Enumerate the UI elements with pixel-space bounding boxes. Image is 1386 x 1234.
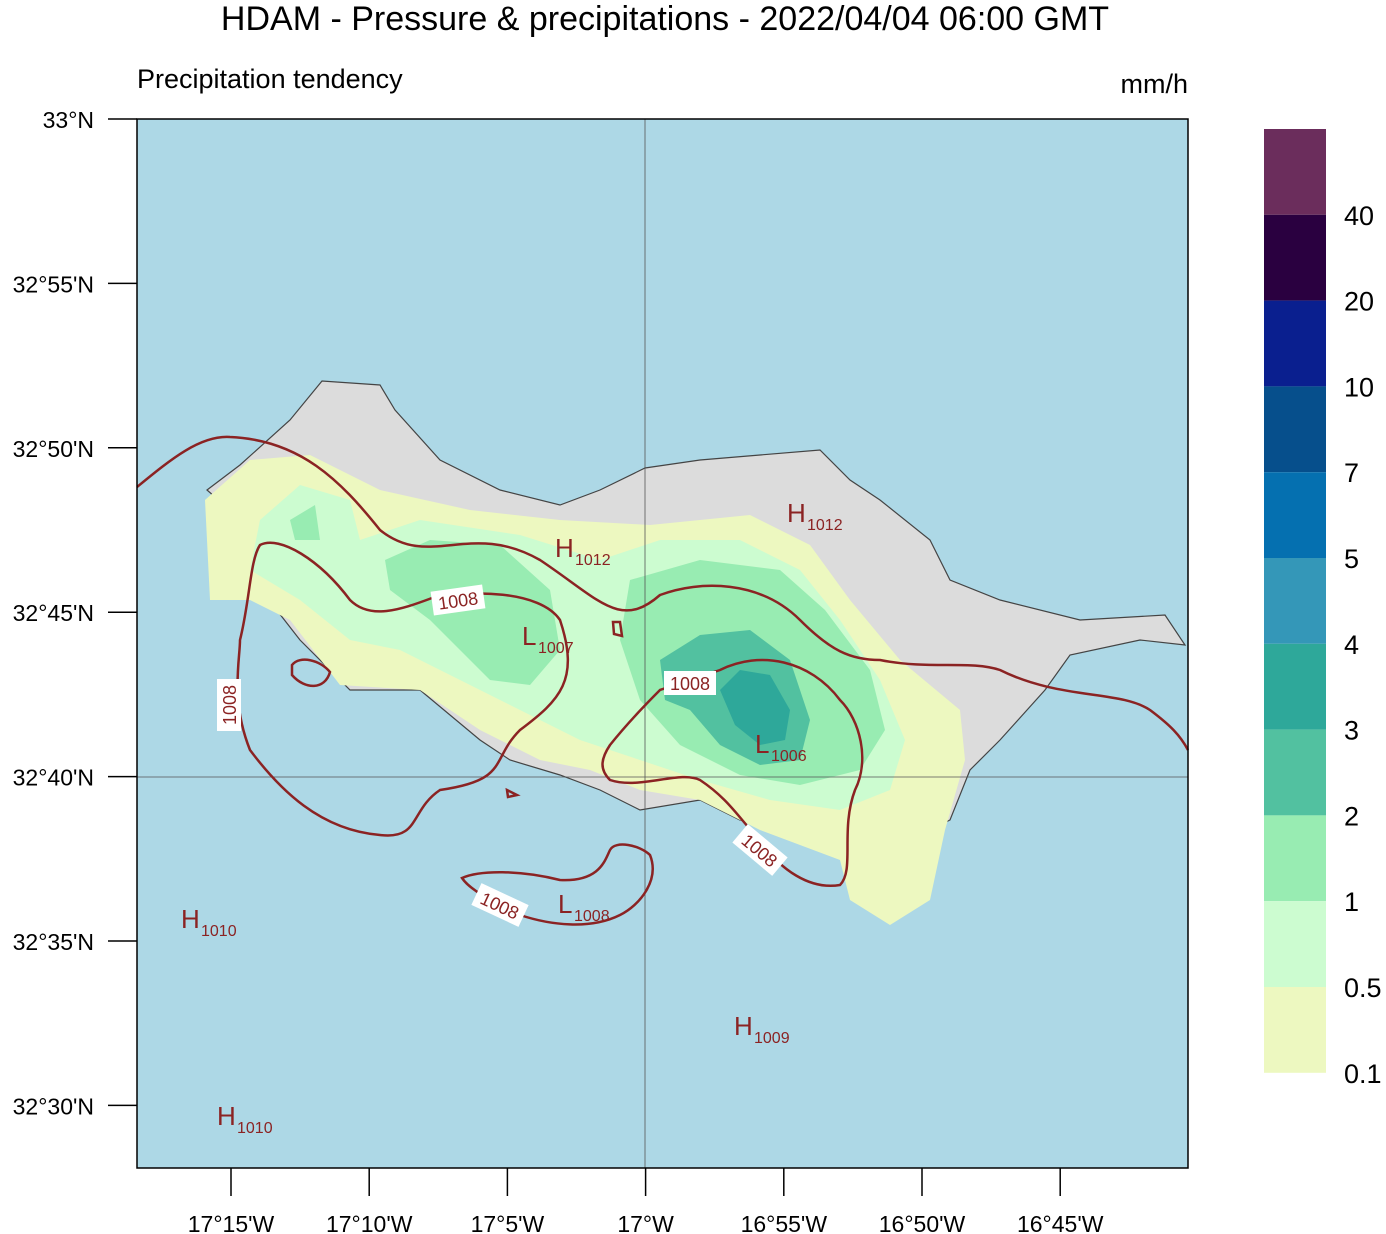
lat-label: 32°30'N bbox=[13, 1093, 94, 1119]
legend-label: 10 bbox=[1344, 372, 1374, 402]
legend-label: 20 bbox=[1344, 287, 1374, 317]
lat-label: 32°45'N bbox=[13, 600, 94, 626]
legend-label: 3 bbox=[1344, 716, 1359, 746]
lon-label: 16°50'W bbox=[879, 1211, 966, 1234]
pressure-center-value: 1010 bbox=[237, 1120, 273, 1137]
pressure-center-value: 1008 bbox=[574, 908, 610, 925]
legend-label: 2 bbox=[1344, 801, 1359, 831]
lat-label: 32°40'N bbox=[13, 765, 94, 791]
legend-label: 1 bbox=[1344, 887, 1359, 917]
unit: mm/h bbox=[1121, 69, 1189, 99]
legend-label: 4 bbox=[1344, 630, 1359, 660]
lon-label: 16°45'W bbox=[1017, 1211, 1104, 1234]
contour-label-box bbox=[732, 824, 788, 876]
pressure-center-type: H bbox=[181, 904, 200, 934]
legend-swatch bbox=[1264, 472, 1326, 558]
lon-label: 17°5'W bbox=[471, 1211, 545, 1234]
contour-label-box bbox=[217, 679, 241, 731]
legend-label: 40 bbox=[1344, 201, 1374, 231]
lat-label: 32°50'N bbox=[13, 436, 94, 462]
contour-label: 1008 bbox=[217, 679, 241, 731]
pressure-center-type: H bbox=[787, 498, 806, 528]
pressure-center-value: 1010 bbox=[201, 923, 237, 940]
legend-swatch bbox=[1264, 729, 1326, 816]
contour-label: 1008 bbox=[732, 824, 788, 876]
legend-label: 5 bbox=[1344, 544, 1359, 574]
pressure-center-type: H bbox=[555, 533, 574, 563]
subtitle: Precipitation tendency bbox=[137, 64, 403, 94]
pressure-center-value: 1006 bbox=[771, 748, 807, 765]
pressure-center-value: 1012 bbox=[807, 517, 843, 534]
legend-swatch bbox=[1264, 129, 1326, 215]
legend-label: 0.1 bbox=[1344, 1059, 1382, 1089]
contour-label: 1008 bbox=[430, 584, 486, 616]
lon-label: 16°55'W bbox=[741, 1211, 828, 1234]
lat-label: 32°35'N bbox=[13, 929, 94, 955]
legend-swatch bbox=[1264, 558, 1326, 644]
lon-label: 17°10'W bbox=[326, 1211, 413, 1234]
legend-swatch bbox=[1264, 815, 1326, 902]
pressure-center-type: H bbox=[734, 1011, 753, 1041]
pressure-center-type: H bbox=[217, 1101, 236, 1131]
pressure-center-value: 1007 bbox=[538, 640, 574, 657]
map-frame bbox=[136, 118, 1189, 1169]
contour-label-text: 1008 bbox=[670, 674, 710, 694]
lon-label: 17°W bbox=[617, 1211, 674, 1234]
pressure-center-type: L bbox=[558, 889, 572, 919]
legend-swatch bbox=[1264, 643, 1326, 730]
legend-swatch bbox=[1264, 300, 1326, 387]
legend-swatch bbox=[1264, 901, 1326, 987]
contour-label: 1008 bbox=[664, 671, 716, 695]
legend-swatch bbox=[1264, 987, 1326, 1073]
precip-3 bbox=[720, 670, 790, 745]
contour-label-box bbox=[430, 584, 486, 616]
legend-swatch bbox=[1264, 214, 1326, 301]
pressure-center-type: L bbox=[522, 621, 536, 651]
legend-swatch bbox=[1264, 386, 1326, 473]
contour-label-box bbox=[471, 883, 529, 927]
lon-label: 17°15'W bbox=[188, 1211, 275, 1234]
lat-label: 32°55'N bbox=[13, 271, 94, 297]
title: HDAM - Pressure & precipitations - 2022/… bbox=[221, 0, 1109, 38]
contour-label-text: 1008 bbox=[220, 685, 240, 725]
pressure-center-type: L bbox=[755, 729, 769, 759]
pressure-center-value: 1012 bbox=[575, 552, 611, 569]
pressure-center-value: 1009 bbox=[754, 1030, 790, 1047]
lat-label: 33°N bbox=[43, 107, 94, 133]
legend-label: 7 bbox=[1344, 458, 1359, 488]
legend-label: 0.5 bbox=[1344, 973, 1382, 1003]
contour-label-box bbox=[664, 671, 716, 695]
